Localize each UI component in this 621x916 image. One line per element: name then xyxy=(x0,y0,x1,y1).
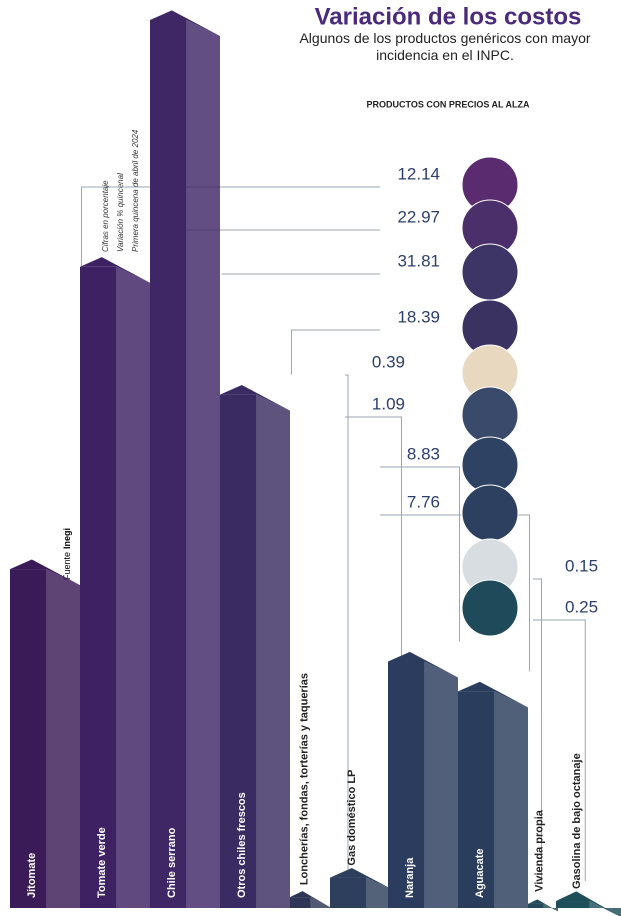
bar-top xyxy=(10,559,80,586)
chart-title: Variación de los costos xyxy=(315,3,582,30)
value-label: 18.39 xyxy=(397,307,440,326)
value-label: 0.15 xyxy=(565,556,598,575)
source: Fuente Inegi xyxy=(62,528,72,580)
bar-top xyxy=(330,867,400,894)
bar xyxy=(388,661,425,908)
bar-side xyxy=(186,20,220,908)
note: Variación % quincenal xyxy=(116,173,125,252)
value-label: 7.76 xyxy=(407,492,440,511)
bar xyxy=(290,897,311,908)
bar xyxy=(556,901,590,908)
bar-top xyxy=(528,899,558,912)
value-label: 1.09 xyxy=(372,394,405,413)
value-label: 0.39 xyxy=(372,352,405,371)
leader-line xyxy=(345,374,349,878)
leader-line xyxy=(380,514,530,672)
bar-top xyxy=(458,681,528,708)
bar-top xyxy=(290,891,330,908)
leader-line xyxy=(533,619,586,882)
note: Primera quincena de abril de 2024 xyxy=(131,129,140,252)
x-tick-label: Loncherías, fondas, torterías y taquería… xyxy=(298,673,310,885)
value-label: 8.83 xyxy=(407,444,440,463)
x-tick-label: Naranja xyxy=(404,857,416,898)
x-tick-label: Aguacate xyxy=(474,848,486,898)
bar xyxy=(528,903,544,908)
chart-subtitle: Algunos de los productos genéricos con m… xyxy=(299,30,591,63)
bar-side xyxy=(46,569,80,908)
leader-line xyxy=(533,578,542,884)
source-name: Inegi xyxy=(62,528,72,549)
bar-side xyxy=(494,691,528,908)
source-label: Fuente xyxy=(62,552,72,580)
bar-side xyxy=(310,897,330,908)
x-tick-label: Chile serrano xyxy=(166,827,178,898)
bar-top xyxy=(150,10,220,36)
value-label: 0.25 xyxy=(565,597,598,616)
bar xyxy=(10,569,47,908)
heading: PRODUCTOS CON PRECIOS AL ALZA xyxy=(366,99,530,109)
bar xyxy=(330,877,367,908)
bar xyxy=(80,266,117,908)
value-label: 22.97 xyxy=(397,207,440,226)
bar-top xyxy=(220,385,290,411)
value-label: 31.81 xyxy=(397,251,440,270)
bar xyxy=(458,691,495,908)
product-icon xyxy=(461,579,519,637)
leader-line xyxy=(291,329,380,375)
bar-top xyxy=(80,257,150,283)
subtitle-box: Algunos de los productos genéricos con m… xyxy=(299,30,591,63)
product-icon xyxy=(461,484,519,542)
x-tick-label: Gasolina de bajo octanaje xyxy=(571,753,583,889)
bar-top xyxy=(388,651,458,678)
bar-side xyxy=(256,394,290,908)
bar xyxy=(150,20,187,908)
x-tick-label: Jitomate xyxy=(26,853,38,898)
x-tick-label: Otros chiles frescos xyxy=(236,792,248,898)
leader-line xyxy=(380,466,460,642)
value-label: 12.14 xyxy=(397,164,440,183)
bar-top xyxy=(556,891,620,916)
bar xyxy=(220,394,257,908)
note: Cifras en porcentaje xyxy=(101,180,110,252)
bar-side xyxy=(424,661,458,908)
bar-side xyxy=(116,266,150,908)
product-icon xyxy=(461,243,519,301)
product-icon xyxy=(461,386,519,444)
x-tick-label: Tomate verde xyxy=(96,827,108,898)
x-tick-label: Gas doméstico LP xyxy=(346,770,358,866)
x-tick-label: Vivienda propia xyxy=(534,809,546,892)
